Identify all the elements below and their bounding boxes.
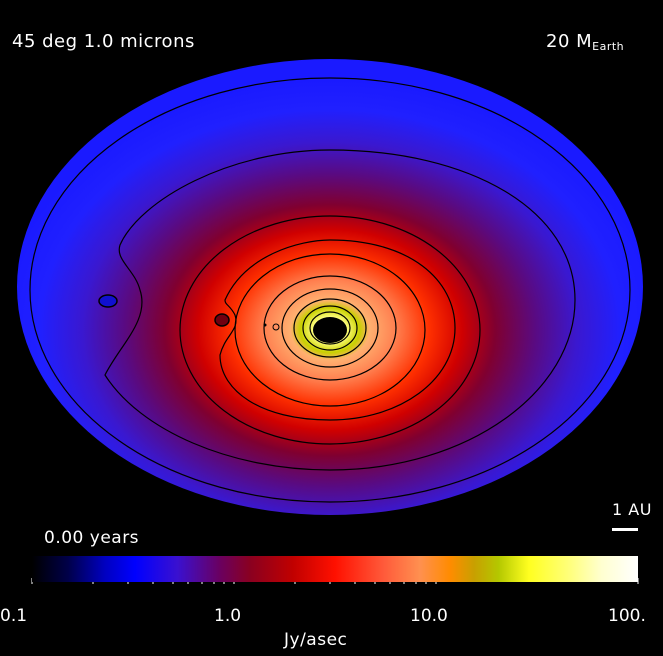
colorbar-tick-0: 0.1 <box>0 606 28 626</box>
colorbar-tick-1: 1.0 <box>214 606 242 626</box>
planet-spot-inner <box>214 313 230 327</box>
colorbar-tick-2: 10.0 <box>410 606 448 626</box>
scale-bar-label: 1 AU <box>612 500 652 519</box>
colorbar <box>32 556 638 582</box>
colorbar-tick-3: 100. <box>608 606 646 626</box>
inclination-wavelength-label: 45 deg 1.0 microns <box>12 31 195 52</box>
contour-lines <box>29 77 631 503</box>
scale-bar <box>612 528 638 531</box>
planet-spot-outer <box>98 294 118 308</box>
time-label: 0.00 years <box>44 528 140 548</box>
colorbar-unit-label: Jy/asec <box>284 630 348 650</box>
planet-mass-label: 20 MEarth <box>546 31 624 53</box>
disk-body <box>17 59 643 515</box>
central-star <box>313 317 347 343</box>
planet-mass-unit: Earth <box>592 40 625 53</box>
planet-mass-value: 20 M <box>546 31 593 52</box>
